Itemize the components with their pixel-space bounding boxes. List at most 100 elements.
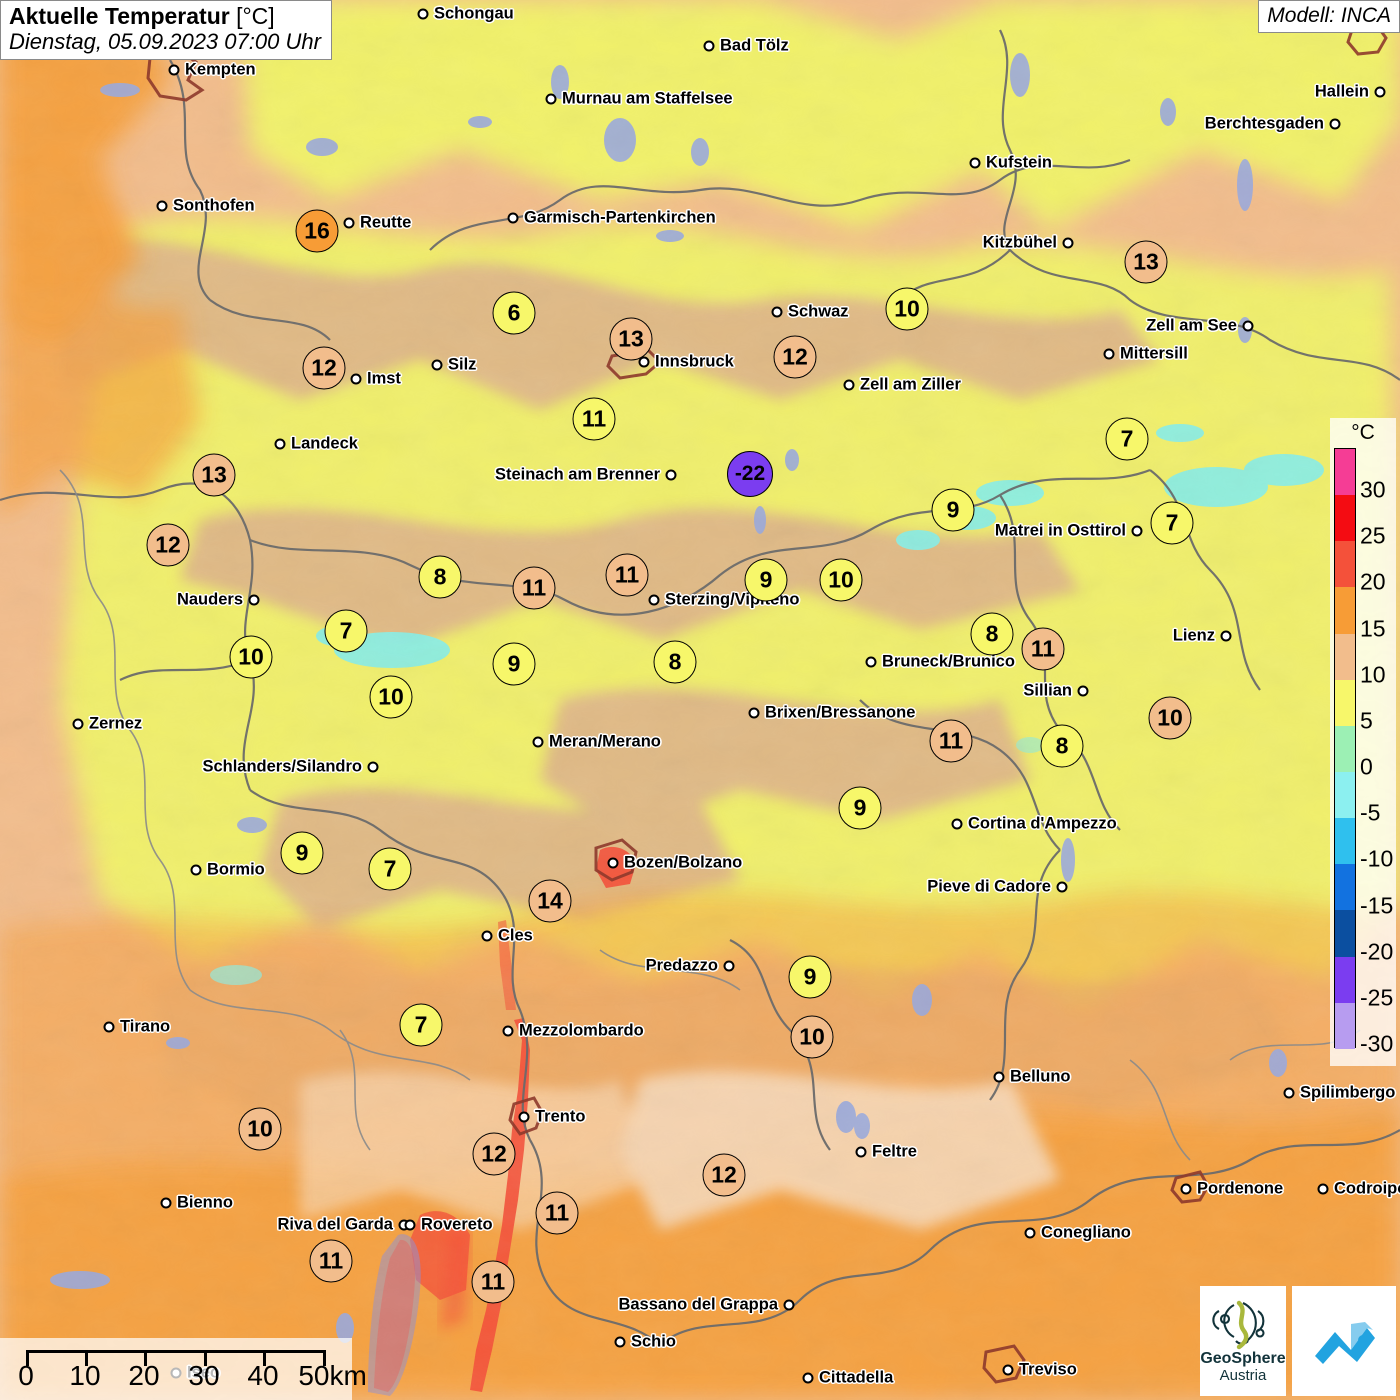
city-dot-icon [367,761,379,773]
city-label: Rovereto [421,1215,493,1234]
scale-label: 50km [298,1360,367,1391]
city-label: Nauders [176,590,243,609]
city-label: Berchtesgaden [1204,114,1324,133]
city-dot-icon [1056,881,1068,893]
geosphere-logo[interactable]: GeoSphere Austria [1200,1286,1286,1396]
city-dot-icon [1062,237,1074,249]
temperature-bubble: 10 [790,1015,834,1059]
legend-band [1335,725,1355,772]
temperature-bubble: 11 [512,566,556,610]
city-dot-icon [431,359,443,371]
scale-label: 30 [188,1360,220,1391]
legend-color-bar [1334,448,1356,1049]
legend-tick: 15 [1360,615,1386,642]
temperature-bubble: 12 [302,346,346,390]
city-label: Silz [448,355,477,374]
legend-band [1335,956,1355,1003]
city-dot-icon [103,1021,115,1033]
city-label: Meran/Merano [549,732,661,751]
temperature-bubble: 11 [535,1191,579,1235]
city-dot-icon [1317,1183,1329,1195]
city-dot-icon [855,1146,867,1158]
temperature-bubble: 11 [309,1239,353,1283]
temperature-bubble: 12 [773,335,817,379]
temperature-bubble: 7 [324,609,368,653]
city-label: Kempten [185,60,256,79]
page-title: Aktuelle Temperatur [°C] [9,3,321,30]
legend-band [1335,449,1355,496]
city-dot-icon [481,930,493,942]
temperature-bubble: 7 [1150,501,1194,545]
temperature-bubble: 14 [528,879,572,923]
legend-band [1335,1002,1355,1049]
city-dot-icon [1077,685,1089,697]
legend-tick: -25 [1360,984,1394,1011]
title-unit: [°C] [236,3,275,29]
city-label: Garmisch-Partenkirchen [524,208,716,227]
color-legend: °C 30 25 20 15 10 5 0 -5 -10 -15 -20 -25 -30 [1330,418,1396,1066]
city-label: Cortina d'Ampezzo [968,814,1117,833]
city-label: Cles [498,926,533,945]
map-datetime: Dienstag, 05.09.2023 07:00 Uhr [9,28,321,54]
legend-tick: -10 [1360,845,1394,872]
city-label: Bruneck/Brunico [882,652,1015,671]
temperature-bubble: 12 [146,523,190,567]
city-label: Spilimbergo [1300,1083,1396,1102]
legend-tick: -5 [1360,799,1381,826]
logo-group: GeoSphere Austria [1200,1286,1396,1396]
temperature-bubble: 9 [931,488,975,532]
temperature-bubble: 13 [609,317,653,361]
city-label: Feltre [872,1142,917,1161]
legend-band [1335,771,1355,819]
temperature-bubble: 11 [572,397,616,441]
city-label: Imst [367,369,401,388]
temperature-bubble: 11 [929,719,973,763]
partner-logo[interactable] [1292,1286,1396,1396]
temperature-bubble: 11 [605,553,649,597]
legend-band [1335,910,1355,957]
city-dot-icon [190,864,202,876]
city-dot-icon [156,200,168,212]
city-dot-icon [168,64,180,76]
city-label: Hallein [1314,82,1369,101]
city-dot-icon [771,306,783,318]
city-dot-icon [417,8,429,20]
temperature-bubble: 13 [192,453,236,497]
city-label: Innsbruck [655,352,734,371]
scale-rule [26,1350,326,1366]
temperature-bubble: 9 [492,642,536,686]
city-label: Schlanders/Silandro [202,757,362,776]
city-dot-icon [502,1025,514,1037]
city-label: Kufstein [986,153,1052,172]
city-dot-icon [532,736,544,748]
city-dot-icon [1242,320,1254,332]
city-dot-icon [350,373,362,385]
city-label: Schio [631,1332,676,1351]
city-label: Bienno [177,1193,233,1212]
temperature-bubble: 13 [1124,240,1168,284]
city-label: Brixen/Bressanone [765,703,916,722]
temperature-bubble: 10 [369,675,413,719]
city-label: Zell am Ziller [860,375,961,394]
city-label: Sillian [1023,681,1072,700]
city-label: Bormio [207,860,265,879]
city-dot-icon [274,438,286,450]
city-label: Trento [535,1107,586,1126]
city-label: Cittadella [819,1368,894,1387]
temperature-bubble: 9 [788,955,832,999]
temperature-bubble: 12 [702,1153,746,1197]
city-label: Steinach am Brenner [494,465,660,484]
temperature-bubble: 11 [1021,627,1065,671]
city-label: Bozen/Bolzano [624,853,743,872]
city-label: Zell am See [1146,316,1237,335]
scale-labels: 0 10 20 30 40 50km [0,1360,367,1398]
city-dot-icon [703,40,715,52]
temperature-bubble: 11 [471,1260,515,1304]
mountain-chevron-icon [1315,1322,1375,1364]
temperature-bubble: -22 [727,451,773,497]
city-label: Matrei in Osttirol [994,521,1126,540]
temperature-bubble: 9 [744,558,788,602]
city-label: Riva del Garda [277,1215,393,1234]
